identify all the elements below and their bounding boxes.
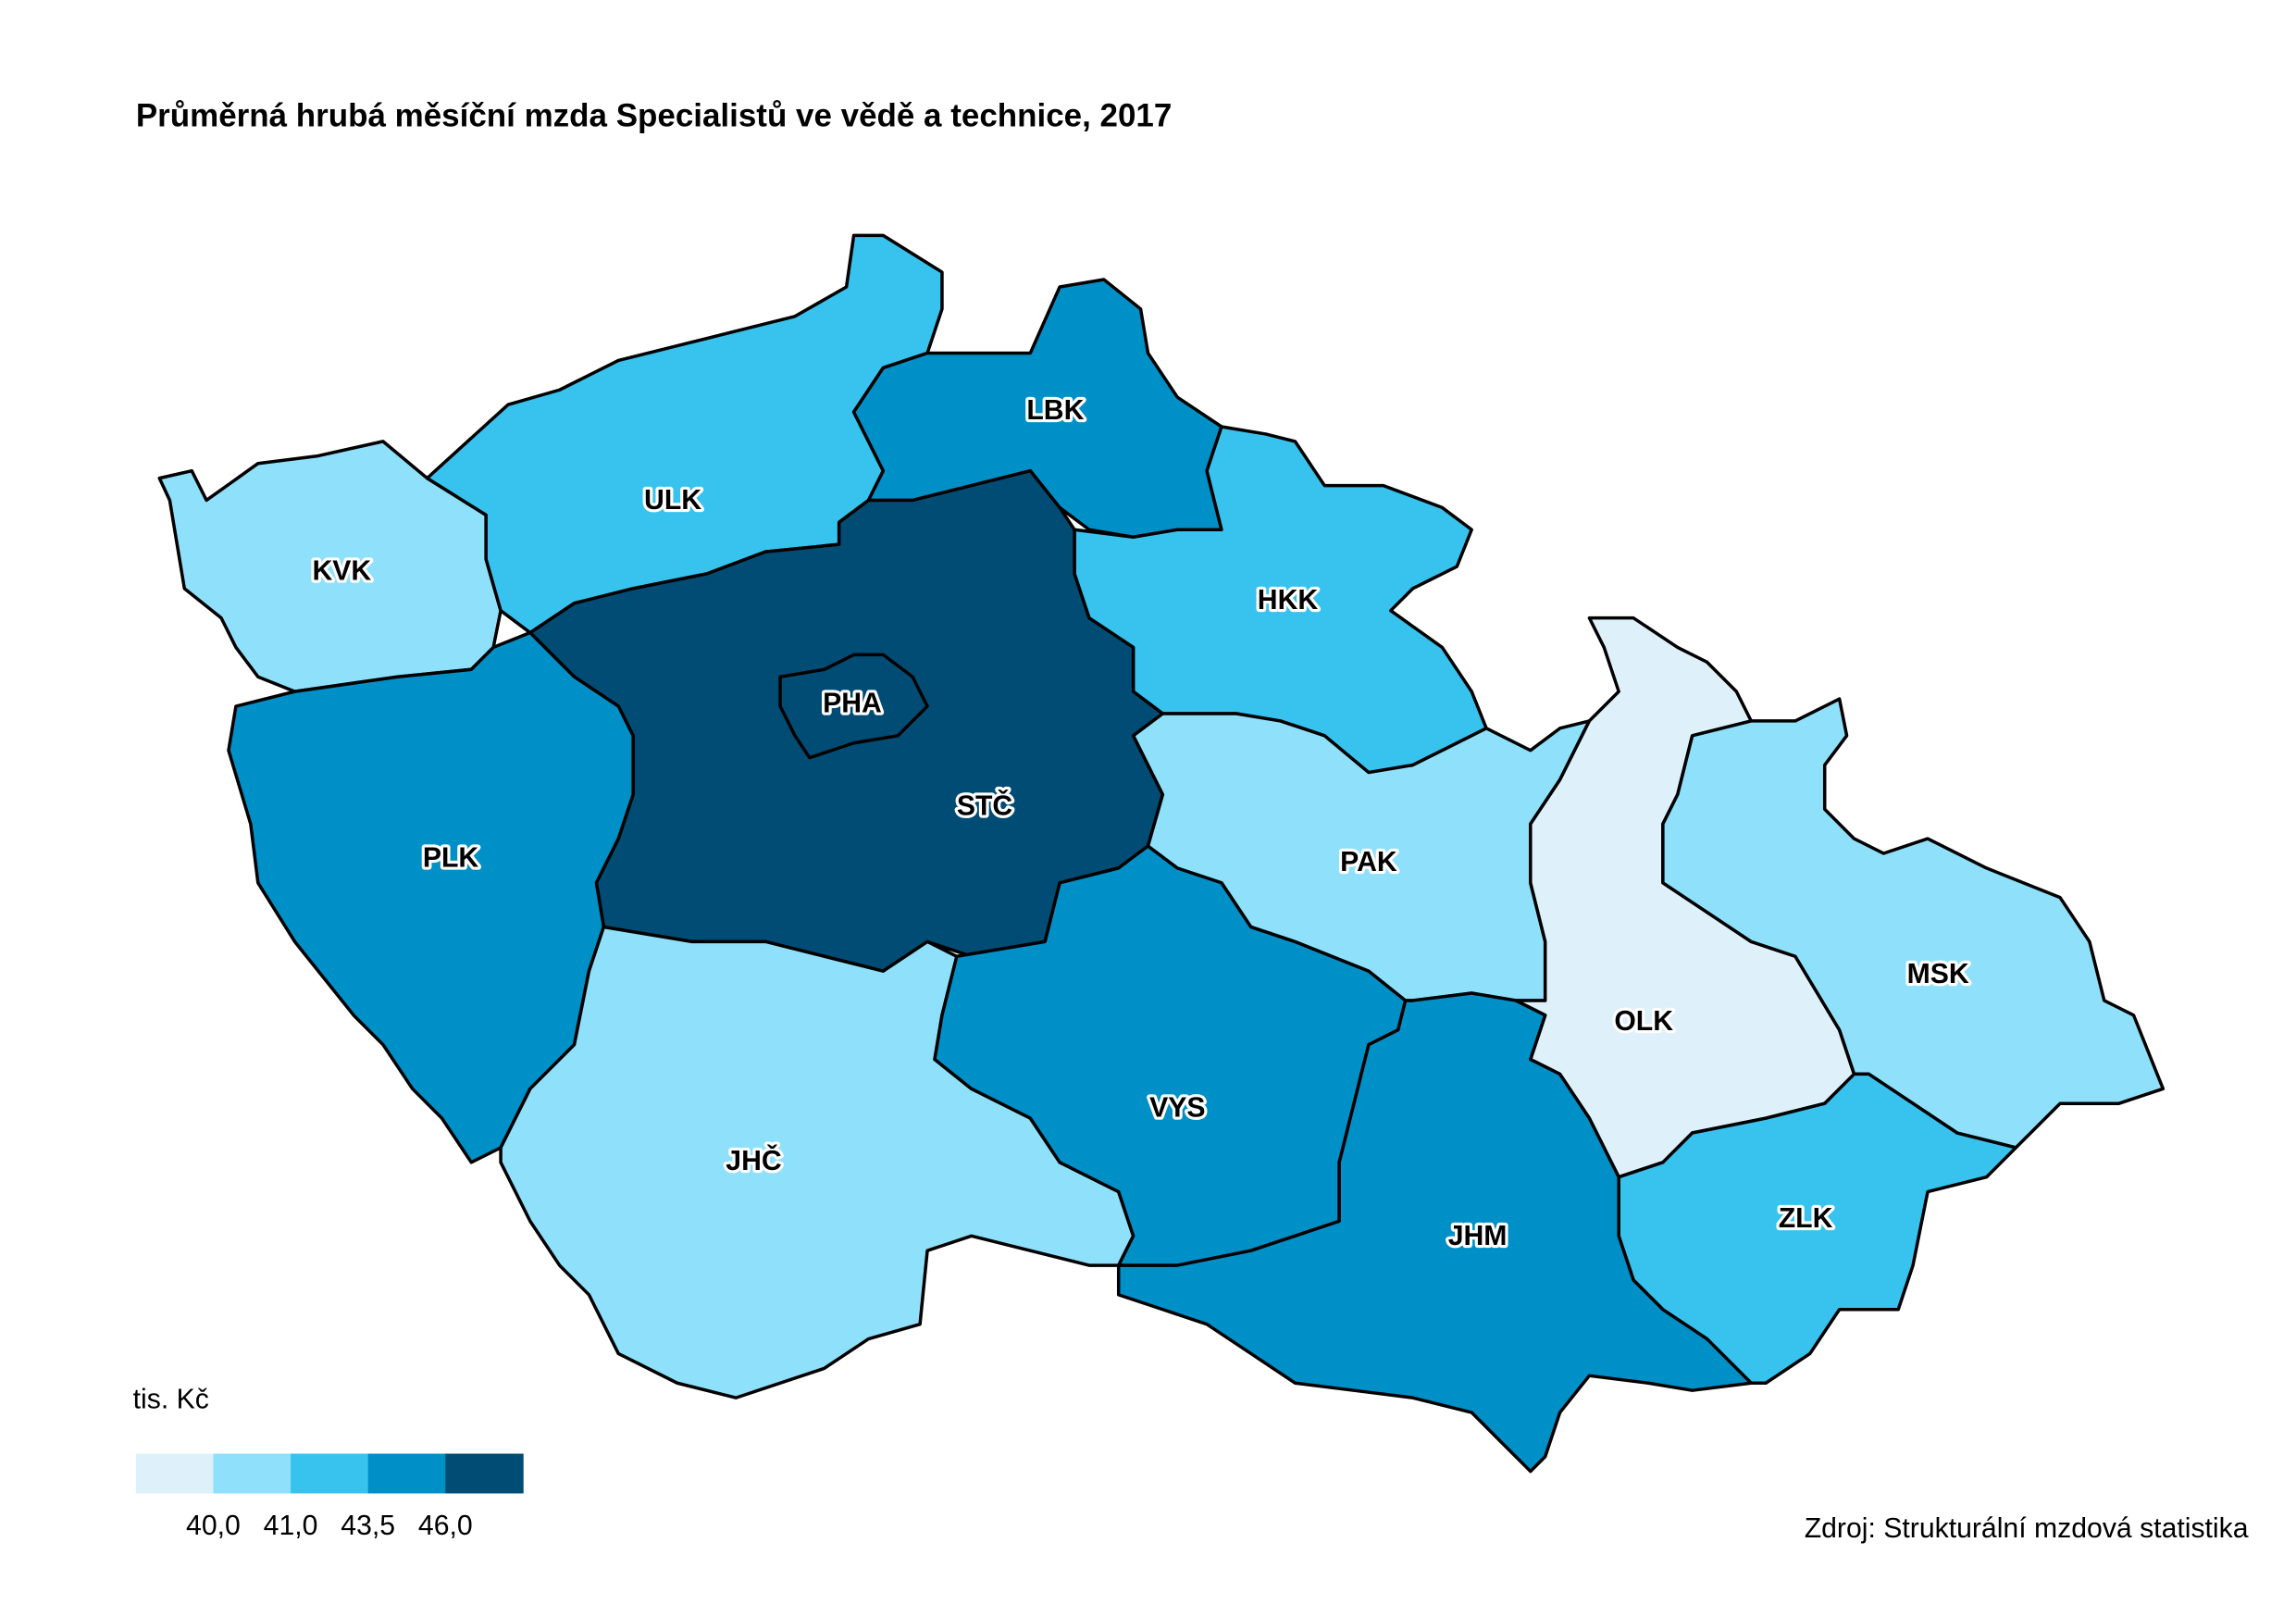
region-label: VYS — [1149, 1093, 1205, 1124]
region-label: PHA — [823, 688, 882, 718]
regions — [157, 233, 2166, 1474]
region-label: HKK — [1258, 585, 1319, 616]
region-label: MSK — [1907, 959, 1969, 989]
legend-swatch — [445, 1453, 524, 1494]
legend-tick-label: 46,0 — [418, 1511, 473, 1541]
legend-swatch — [213, 1453, 292, 1494]
region-label: PLK — [423, 842, 479, 873]
region-label: KVK — [313, 555, 372, 586]
legend-swatch — [367, 1453, 447, 1494]
region-label: ULK — [644, 485, 701, 516]
legend-swatch — [291, 1453, 369, 1494]
region-label: OLK — [1614, 1006, 1673, 1037]
region-label: STČ — [957, 790, 1012, 822]
legend-tick-label: 40,0 — [186, 1511, 241, 1541]
source-note: Zdroj: Strukturální mzdová statistika — [1805, 1513, 2249, 1544]
legend-unit: tis. Kč — [133, 1384, 209, 1414]
region — [1661, 697, 2166, 1150]
region-label: JHČ — [726, 1145, 781, 1176]
region-label: LBK — [1026, 395, 1084, 426]
region — [499, 925, 1136, 1399]
region-label: PAK — [1340, 847, 1397, 877]
region — [1116, 991, 1753, 1474]
legend: 40,0 41,0 43,5 46,0 — [135, 1453, 524, 1541]
legend-tick-label: 43,5 — [341, 1511, 395, 1541]
region-label: JHM — [1448, 1221, 1508, 1251]
region-label: ZLK — [1779, 1203, 1833, 1234]
legend-swatch — [135, 1453, 215, 1494]
legend-tick-label: 41,0 — [264, 1511, 318, 1541]
region-labels: KVK ULK LBK HKK STČ PHA PLK JHČ VYS PAK … — [309, 392, 1972, 1254]
map-title: Průměrná hrubá měsíční mzda Specialistů … — [136, 98, 1173, 134]
region — [778, 653, 929, 760]
